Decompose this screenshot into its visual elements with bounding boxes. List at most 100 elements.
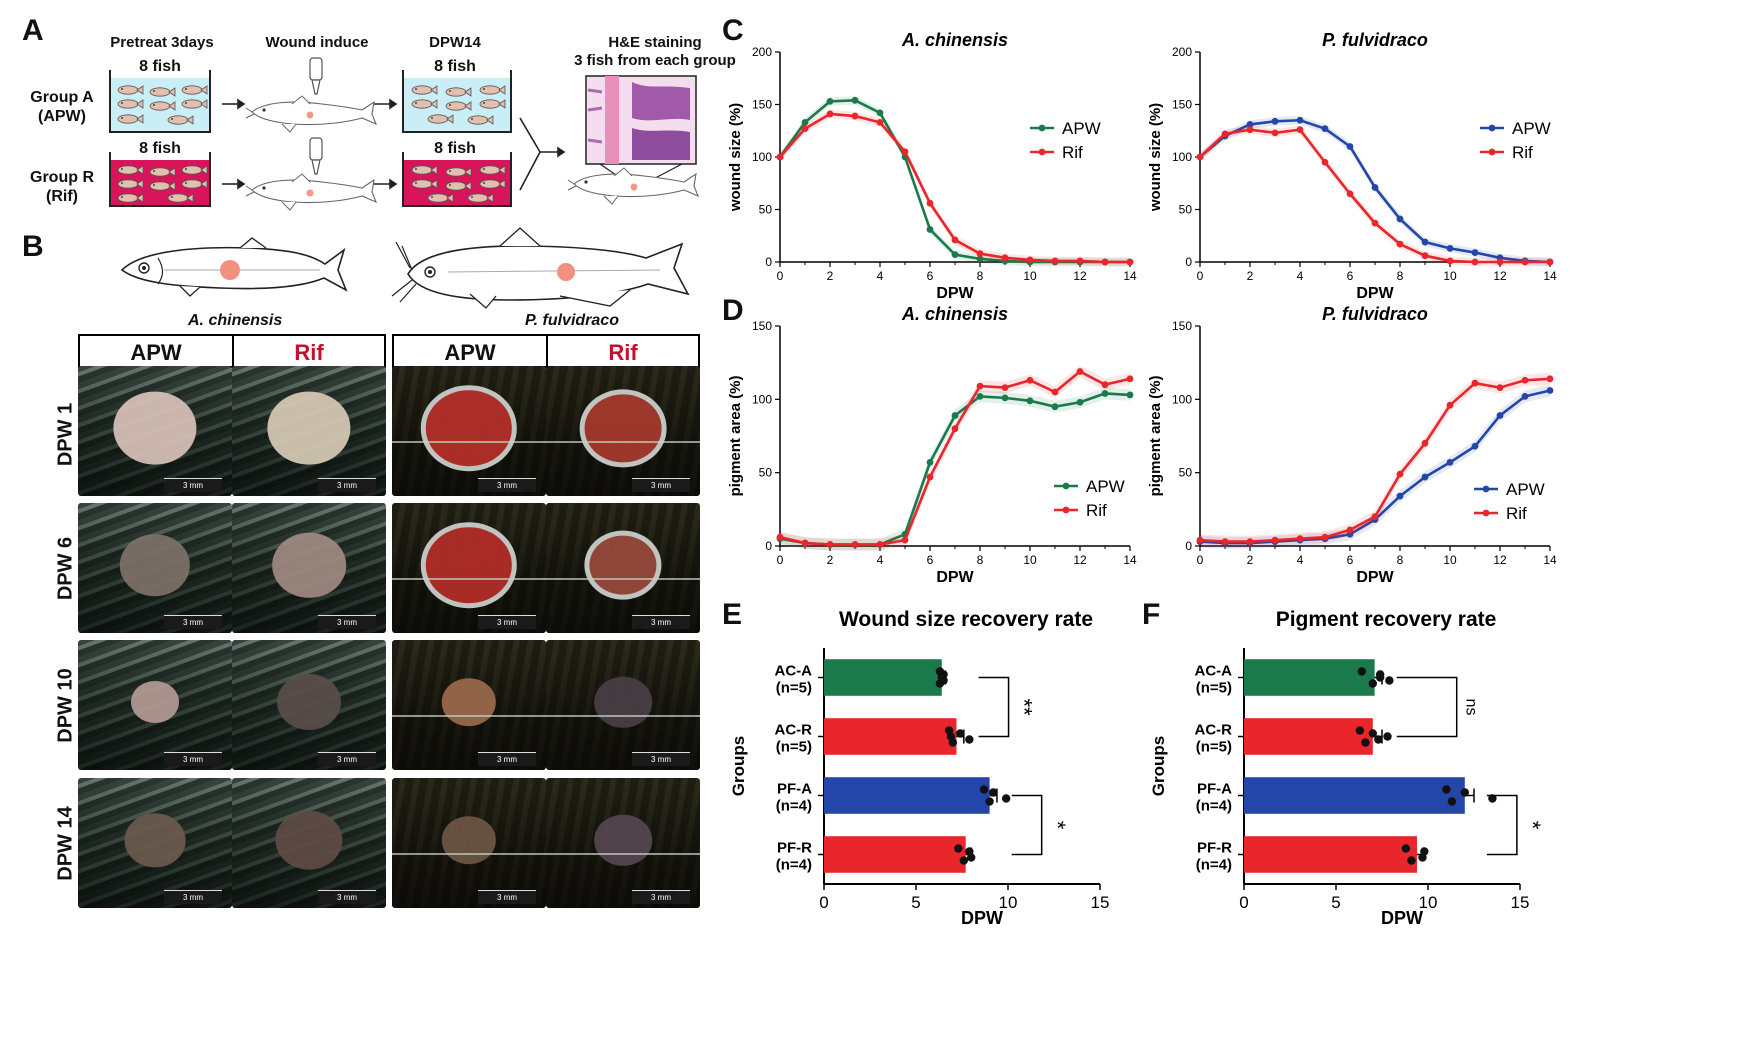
individual-point — [1488, 794, 1497, 803]
wound-spot — [589, 535, 657, 595]
error-band — [1200, 125, 1550, 267]
panel-label-a: A — [22, 14, 44, 47]
data-point — [1421, 252, 1429, 260]
wound-spot — [584, 394, 662, 462]
data-point — [976, 255, 984, 263]
y-axis-label: pigment area (%) — [727, 376, 744, 497]
wound-spot — [425, 390, 513, 467]
individual-point — [1418, 853, 1427, 862]
chart-title: Wound size recovery rate — [839, 608, 1093, 631]
data-point — [1126, 391, 1134, 399]
y-axis-label: Groups — [1149, 736, 1168, 796]
series-apw — [1196, 116, 1554, 267]
data-point — [1446, 257, 1454, 265]
data-point — [1296, 126, 1304, 134]
wound-photo-r4-c3: 3 mm — [392, 778, 546, 908]
x-axis-label: DPW — [936, 569, 974, 586]
chart-title: P. fulvidraco — [1322, 304, 1428, 324]
category-label: AC-R — [775, 722, 813, 739]
dropper-a — [309, 57, 323, 95]
x-tick-label: 12 — [1073, 269, 1087, 283]
y-tick-label: 100 — [752, 392, 772, 406]
data-point — [1346, 190, 1354, 198]
data-point — [901, 536, 909, 544]
scale-bar: 3 mm — [318, 615, 376, 629]
chart-d-a-chinensis: A. chinensis 0 2 4 6 8 10 12 14 0 50 100 150 DPW pigme… — [727, 304, 1137, 586]
wound-spot — [594, 815, 652, 866]
data-point — [1396, 492, 1404, 500]
x-tick-label: 10 — [1443, 553, 1457, 567]
wound-photo-r1-c3: 3 mm — [392, 366, 546, 496]
col-header-ac-rif: Rif — [232, 334, 386, 368]
wound-spot — [275, 810, 343, 870]
scale-bar: 3 mm — [164, 478, 222, 492]
data-point — [976, 382, 984, 390]
wound-photo-r2-c1: 3 mm — [78, 503, 232, 633]
wound-photo-r2-c3: 3 mm — [392, 503, 546, 633]
data-point — [1371, 219, 1379, 227]
category-n-label: (n=4) — [1196, 798, 1232, 815]
y-tick-label: 0 — [1185, 255, 1192, 269]
scale-bar: 3 mm — [318, 752, 376, 766]
tank-r2-label: 8 fish — [434, 140, 476, 157]
x-tick-label: 4 — [877, 553, 884, 567]
data-point — [951, 425, 959, 433]
y-axis-label: pigment area (%) — [1147, 376, 1164, 497]
category-label: PF-A — [1197, 781, 1232, 798]
chart-e-wound-recovery: Wound size recovery rate 0 5 10 15 DPW Groups A… — [729, 608, 1109, 928]
individual-point — [1460, 788, 1469, 797]
data-point — [801, 125, 809, 133]
wound-photo-r4-c2: 3 mm — [232, 778, 386, 908]
x-tick-label: 4 — [877, 269, 884, 283]
data-point — [1246, 126, 1254, 134]
y-tick-label: 50 — [759, 466, 773, 480]
data-point — [1026, 256, 1034, 264]
scale-bar: 3 mm — [164, 752, 222, 766]
wound-spot — [124, 813, 186, 867]
category-n-label: (n=5) — [776, 680, 812, 697]
significance-bracket — [1396, 676, 1458, 738]
x-axis-label: DPW — [961, 908, 1003, 928]
significance-label: ns — [1462, 699, 1479, 716]
y-tick-label: 50 — [1179, 203, 1193, 217]
wound-photo-r4-c1: 3 mm — [78, 778, 232, 908]
y-tick-label: 200 — [752, 45, 772, 59]
lateral-line — [546, 853, 700, 856]
x-tick-label: 6 — [1347, 553, 1354, 567]
wound-spot — [594, 677, 652, 728]
data-point — [1101, 258, 1109, 266]
data-point — [976, 393, 984, 400]
individual-point — [955, 729, 965, 738]
series-apw — [776, 387, 1134, 551]
arrows — [222, 98, 566, 191]
wound-photo-r3-c1: 3 mm — [78, 640, 232, 770]
data-point — [1196, 153, 1204, 161]
individual-point — [1374, 735, 1383, 744]
wound-photo-r1-c2: 3 mm — [232, 366, 386, 496]
scale-bar: 3 mm — [478, 478, 536, 492]
category-label: PF-R — [1197, 840, 1232, 857]
data-point — [1496, 258, 1504, 266]
scale-bar: 3 mm — [478, 615, 536, 629]
bar — [1244, 836, 1417, 873]
wound-spot — [113, 391, 197, 465]
tank-a1-label: 8 fish — [139, 58, 181, 75]
bar — [1244, 659, 1375, 696]
significance-label: * — [1520, 821, 1545, 830]
lateral-line — [546, 441, 700, 444]
a-chinensis-drawing — [120, 237, 348, 297]
p-fulvidraco-drawing — [391, 227, 690, 309]
chart-c-a-chinensis: A. chinensis 0 2 4 6 8 10 12 14 0 50 100 150 200 DPW wo… — [727, 30, 1137, 302]
x-tick-label: 8 — [977, 269, 984, 283]
data-point — [1546, 375, 1554, 383]
y-tick-label: 150 — [752, 319, 772, 333]
panel-b-fish-drawings — [120, 227, 690, 309]
legend-marker — [1488, 148, 1496, 156]
scale-bar: 3 mm — [632, 478, 690, 492]
individual-point — [1001, 794, 1011, 803]
chart-c-p-fulvidraco: P. fulvidraco 0 2 4 6 8 10 12 14 0 50 100 150 200 DPW w… — [1147, 30, 1557, 302]
chart-f-pigment-recovery: Pigment recovery rate 0 5 10 15 DPW Groups AC-A… — [1149, 608, 1545, 928]
category-label: AC-A — [1195, 663, 1233, 680]
category-n-label: (n=5) — [1196, 739, 1232, 756]
data-point — [1546, 387, 1554, 394]
